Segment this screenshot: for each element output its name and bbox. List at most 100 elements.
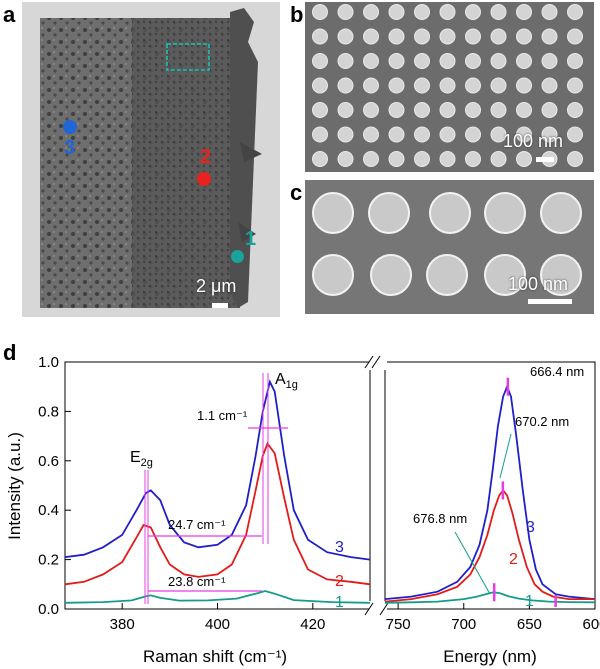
- pointer-670: [499, 433, 512, 479]
- series-line-2: [64, 441, 371, 586]
- nanodisk: [541, 77, 558, 94]
- nanodisk: [337, 151, 354, 167]
- marker-3-label: 3: [64, 137, 76, 159]
- nanodisk: [490, 28, 507, 45]
- nanodisk: [414, 77, 430, 94]
- series-line-2: [384, 488, 595, 603]
- nanodisk: [337, 102, 354, 118]
- nanodisk: [516, 77, 532, 94]
- nanodisk: [337, 126, 354, 143]
- nanodisk: [567, 151, 583, 167]
- nanodisk: [516, 53, 532, 69]
- nanodisk: [439, 28, 456, 45]
- nanodisk: [490, 53, 507, 69]
- y-tick-label: 0.6: [38, 453, 59, 470]
- x-tick-label: 750: [386, 616, 411, 633]
- axis-break-mark: [364, 602, 374, 616]
- nanodisk: [388, 53, 405, 69]
- panel-a-scale-label: 2 μm: [196, 276, 237, 296]
- panel-c-scale-bar: [528, 299, 572, 304]
- nanodisk: [516, 102, 532, 118]
- annotation-23p8: 23.8 cm⁻¹: [168, 574, 226, 589]
- nanodisk: [540, 254, 582, 296]
- y-tick-label: 0.4: [38, 502, 59, 519]
- x-axis-label-raman: Raman shift (cm⁻¹): [143, 647, 287, 666]
- x-tick-label: 380: [110, 616, 135, 633]
- x-tick-label: 420: [300, 616, 325, 633]
- series-label-2-right: 2: [509, 551, 518, 568]
- panel-b-scale-label: 100 nm: [503, 131, 564, 151]
- panel-d-letter: d: [3, 340, 17, 365]
- nanodisk: [490, 126, 507, 143]
- nanodisk: [363, 151, 379, 167]
- nanodisk: [516, 151, 532, 167]
- nanodisk: [439, 4, 456, 20]
- series-label-1-right: 1: [525, 593, 534, 610]
- nanodisk: [567, 4, 583, 20]
- y-axis-label: Intensity (a.u.): [5, 432, 24, 540]
- nanodisk: [337, 4, 354, 20]
- peak-label-a1g: A1g: [275, 371, 298, 391]
- series-line-3: [64, 379, 371, 561]
- nanodisk: [363, 102, 379, 118]
- y-tick-label: 0.2: [38, 552, 59, 569]
- series-label-1-left: 1: [335, 594, 344, 611]
- raman-plot-frame: [64, 361, 371, 610]
- nanodisk: [363, 53, 379, 69]
- panel-d-chart: 380 400 420 0.0 0.2 0.4 0.6 0.8 1.0 750 700 650 600…: [5, 354, 600, 666]
- nanodisk: [465, 151, 481, 167]
- x-axis-label-energy: Energy (nm): [443, 647, 537, 666]
- panel-c-scale-label: 100 nm: [508, 274, 569, 294]
- nanodisk: [567, 53, 583, 69]
- axis-break-mark: [364, 355, 374, 369]
- nanodisk: [426, 254, 468, 296]
- nanodisk: [312, 53, 328, 69]
- nanodisk: [439, 151, 456, 167]
- marker-3-dot: [63, 120, 77, 134]
- panel-c-letter: c: [290, 180, 303, 205]
- nanodisk: [541, 28, 558, 45]
- nanodisk: [388, 28, 405, 45]
- nanodisk: [312, 102, 328, 118]
- nanodisk: [312, 4, 328, 20]
- marker-1-dot: [231, 250, 244, 263]
- nanodisk: [465, 53, 481, 69]
- nanodisk: [363, 126, 379, 143]
- nanodisk: [465, 126, 481, 143]
- marker-2-dot: [197, 172, 211, 186]
- nanodisk: [490, 102, 507, 118]
- axis-break-mark: [371, 355, 381, 369]
- marker-1-label: 1: [245, 228, 257, 250]
- marker-2-label: 2: [200, 146, 212, 168]
- nanodisk: [567, 77, 583, 94]
- nanodisk: [516, 126, 532, 143]
- nanodisk: [414, 126, 430, 143]
- peak-label-e2g: E2g: [130, 449, 153, 469]
- nanodisk: [388, 4, 405, 20]
- nanodisk: [567, 126, 583, 143]
- annotation-666: 666.4 nm: [530, 364, 584, 379]
- nanodisk: [484, 192, 526, 234]
- y-tick-label: 0.0: [38, 601, 59, 618]
- nanodisk: [516, 28, 532, 45]
- nanodisk: [541, 4, 558, 20]
- nanodisk: [370, 254, 412, 296]
- nanodisk: [465, 102, 481, 118]
- nanodisk: [363, 28, 379, 45]
- pointer-676: [454, 531, 491, 595]
- series-line-1: [64, 590, 371, 604]
- annotation-676: 676.8 nm: [413, 511, 467, 526]
- x-tick-label: 600: [582, 616, 600, 633]
- axis-break-bottom-mask: [369, 601, 387, 617]
- nanodisk: [312, 28, 328, 45]
- nanodisk: [388, 151, 405, 167]
- nanodisk: [414, 151, 430, 167]
- nanodisk: [363, 77, 379, 94]
- nanodisk: [414, 53, 430, 69]
- nanodisk: [439, 77, 456, 94]
- nanodisk: [567, 28, 583, 45]
- panel-c-image: [305, 180, 594, 314]
- nanodisk: [414, 28, 430, 45]
- nanodisk: [429, 192, 471, 234]
- nanodisk: [490, 151, 507, 167]
